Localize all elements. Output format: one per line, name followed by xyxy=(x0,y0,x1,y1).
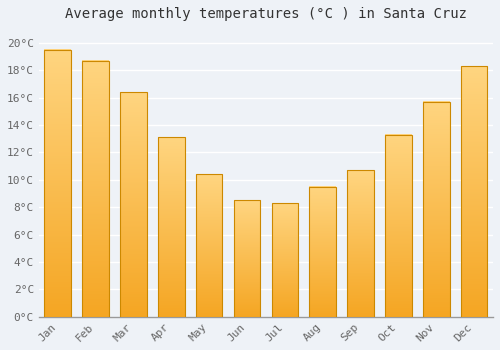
Bar xyxy=(158,137,184,317)
Bar xyxy=(385,134,411,317)
Bar xyxy=(44,50,71,317)
Bar xyxy=(234,200,260,317)
Bar xyxy=(82,61,109,317)
Bar xyxy=(272,203,298,317)
Title: Average monthly temperatures (°C ) in Santa Cruz: Average monthly temperatures (°C ) in Sa… xyxy=(65,7,467,21)
Bar xyxy=(348,170,374,317)
Bar xyxy=(461,66,487,317)
Bar xyxy=(310,187,336,317)
Bar xyxy=(423,102,450,317)
Bar xyxy=(120,92,146,317)
Bar xyxy=(196,174,222,317)
